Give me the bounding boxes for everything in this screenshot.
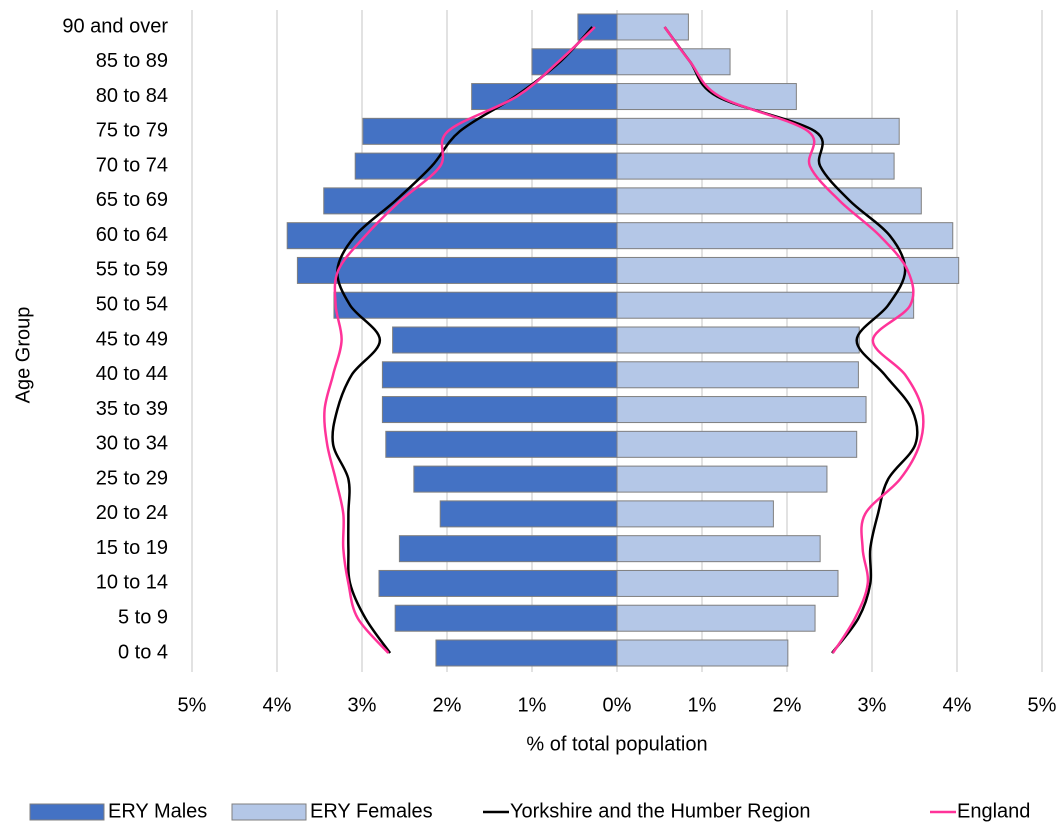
bar (378, 569, 618, 597)
x-tick-label: 3% (858, 694, 887, 716)
y-tick-label: 85 to 89 (96, 50, 168, 72)
y-tick-label: 55 to 59 (96, 259, 168, 281)
y-tick-label: 60 to 64 (96, 224, 168, 246)
bar (296, 256, 618, 284)
bar (381, 396, 618, 424)
bar (616, 13, 689, 41)
bar (398, 535, 618, 563)
bar (616, 604, 816, 632)
y-tick-label: 5 to 9 (118, 607, 168, 629)
x-axis-label: % of total population (526, 733, 707, 755)
line (663, 26, 919, 654)
y-tick-label: 35 to 39 (96, 398, 168, 420)
x-tick-label: 2% (433, 694, 462, 716)
bar (392, 326, 618, 354)
bar (616, 569, 839, 597)
y-tick-label: 80 to 84 (96, 85, 168, 107)
bar (616, 465, 828, 493)
x-tick-label: 5% (178, 694, 207, 716)
y-tick-label: 50 to 54 (96, 294, 168, 316)
bar (385, 430, 618, 458)
x-tick-label: 1% (518, 694, 547, 716)
legend-label: ERY Females (310, 800, 433, 822)
x-tick-label: 4% (943, 694, 972, 716)
y-tick-label: 90 and over (62, 15, 168, 37)
bar (616, 187, 922, 215)
y-tick-label: 75 to 79 (96, 120, 168, 142)
y-tick-label: 10 to 14 (96, 572, 168, 594)
bar (471, 83, 618, 111)
bar (616, 639, 789, 667)
x-tick-label: 3% (348, 694, 377, 716)
bar (435, 639, 618, 667)
bar (333, 291, 618, 319)
legend-label: England (957, 800, 1030, 822)
bar (616, 430, 858, 458)
bar (616, 291, 915, 319)
bar (354, 152, 618, 180)
bar (381, 361, 618, 389)
line (663, 26, 925, 654)
bar (616, 500, 774, 528)
bar (323, 187, 618, 215)
line (331, 26, 594, 654)
legend-swatch (231, 803, 307, 821)
y-tick-label: 30 to 34 (96, 433, 168, 455)
bar (439, 500, 618, 528)
bar (616, 326, 860, 354)
y-tick-label: 0 to 4 (118, 641, 168, 663)
bar (616, 222, 954, 250)
y-tick-label: 65 to 69 (96, 189, 168, 211)
bar (616, 361, 859, 389)
line (323, 26, 596, 654)
y-tick-label: 20 to 24 (96, 502, 168, 524)
y-tick-label: 40 to 44 (96, 363, 168, 385)
legend-label: Yorkshire and the Humber Region (510, 800, 811, 822)
y-tick-label: 45 to 49 (96, 328, 168, 350)
x-tick-label: 5% (1028, 694, 1057, 716)
bar (362, 117, 618, 145)
bar (616, 117, 900, 145)
bar (616, 48, 731, 76)
x-tick-label: 0% (603, 694, 632, 716)
bar (616, 152, 895, 180)
legend-label: ERY Males (108, 800, 207, 822)
x-tick-label: 1% (688, 694, 717, 716)
bar (413, 465, 618, 493)
bar (394, 604, 618, 632)
y-tick-label: 15 to 19 (96, 537, 168, 559)
x-tick-label: 4% (263, 694, 292, 716)
legend-swatch (29, 803, 105, 821)
y-axis-label: Age Group (12, 307, 34, 404)
y-tick-label: 70 to 74 (96, 154, 168, 176)
y-tick-label: 25 to 29 (96, 467, 168, 489)
bar (531, 48, 618, 76)
bar (616, 535, 821, 563)
bar (286, 222, 618, 250)
bar (616, 396, 867, 424)
x-tick-label: 2% (773, 694, 802, 716)
